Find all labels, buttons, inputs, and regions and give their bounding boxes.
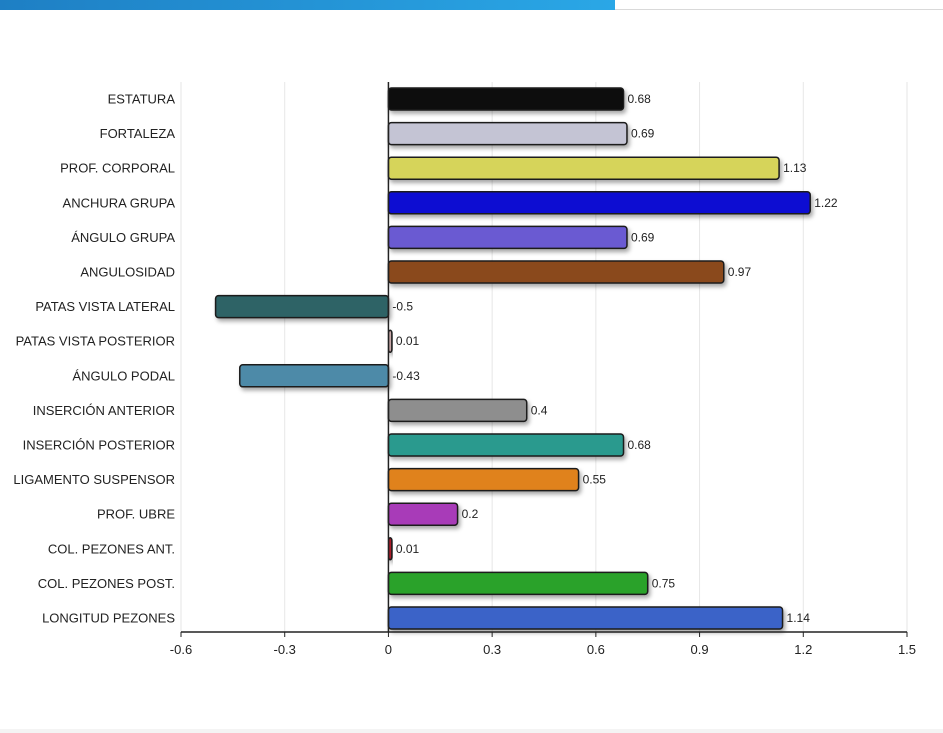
category-label: ÁNGULO PODAL (72, 368, 175, 383)
x-tick-label: -0.6 (170, 642, 192, 657)
data-label: 0.01 (396, 334, 420, 348)
x-tick-label: 1.2 (794, 642, 812, 657)
x-tick-label: 0 (385, 642, 392, 657)
data-label: 0.4 (531, 403, 548, 417)
category-label: INSERCIÓN ANTERIOR (33, 403, 175, 418)
bar (387, 502, 459, 526)
data-label: 0.68 (628, 438, 652, 452)
labels: ESTATURA 0.68 FORTALEZA 0.69 PROF. CORPORAL 1… (13, 92, 916, 658)
bars (214, 87, 811, 630)
data-label: 0.01 (396, 542, 420, 556)
axes (180, 82, 908, 637)
bar (387, 260, 725, 284)
category-label: COL. PEZONES ANT. (48, 541, 175, 556)
category-label: LIGAMENTO SUSPENSOR (13, 472, 175, 487)
data-label: 1.14 (787, 611, 811, 625)
category-label: PROF. UBRE (97, 507, 175, 522)
bar (387, 433, 625, 457)
category-label: INSERCIÓN POSTERIOR (23, 438, 175, 453)
bar (387, 398, 528, 423)
category-label: ANGULOSIDAD (80, 265, 175, 280)
x-tick-label: 0.9 (691, 642, 709, 657)
data-label: 1.22 (814, 196, 838, 210)
bar (214, 294, 390, 319)
bar (387, 571, 649, 596)
data-label: 0.68 (628, 92, 652, 106)
footer-divider (0, 729, 943, 733)
category-label: COL. PEZONES POST. (38, 576, 175, 591)
data-label: 0.97 (728, 265, 752, 279)
category-label: LONGITUD PEZONES (42, 611, 175, 626)
data-label: 0.2 (462, 507, 479, 521)
x-tick-label: 0.3 (483, 642, 501, 657)
x-tick-label: -0.3 (274, 642, 296, 657)
bar (239, 364, 390, 388)
x-tick-label: 1.5 (898, 642, 916, 657)
bar (387, 121, 628, 146)
category-label: PATAS VISTA POSTERIOR (16, 334, 175, 349)
category-label: ÁNGULO GRUPA (71, 230, 175, 245)
gridlines (180, 82, 908, 632)
bar (387, 191, 811, 215)
data-label: 0.69 (631, 127, 655, 141)
data-label: -0.43 (392, 369, 420, 383)
bar (387, 87, 625, 111)
x-tick-label: 0.6 (587, 642, 605, 657)
data-label: 1.13 (783, 161, 807, 175)
header-divider (615, 9, 943, 10)
bar (387, 467, 580, 492)
category-label: PROF. CORPORAL (60, 161, 175, 176)
data-label: 0.69 (631, 230, 655, 244)
category-label: ANCHURA GRUPA (63, 195, 176, 210)
data-label: -0.5 (392, 300, 413, 314)
category-label: PATAS VISTA LATERAL (35, 299, 175, 314)
bar (387, 156, 780, 180)
bar (387, 225, 628, 250)
category-label: ESTATURA (108, 92, 176, 107)
category-label: FORTALEZA (100, 126, 176, 141)
data-label: 0.55 (583, 473, 607, 487)
header-accent-band (0, 0, 615, 10)
data-label: 0.75 (652, 576, 676, 590)
bar (387, 606, 784, 630)
